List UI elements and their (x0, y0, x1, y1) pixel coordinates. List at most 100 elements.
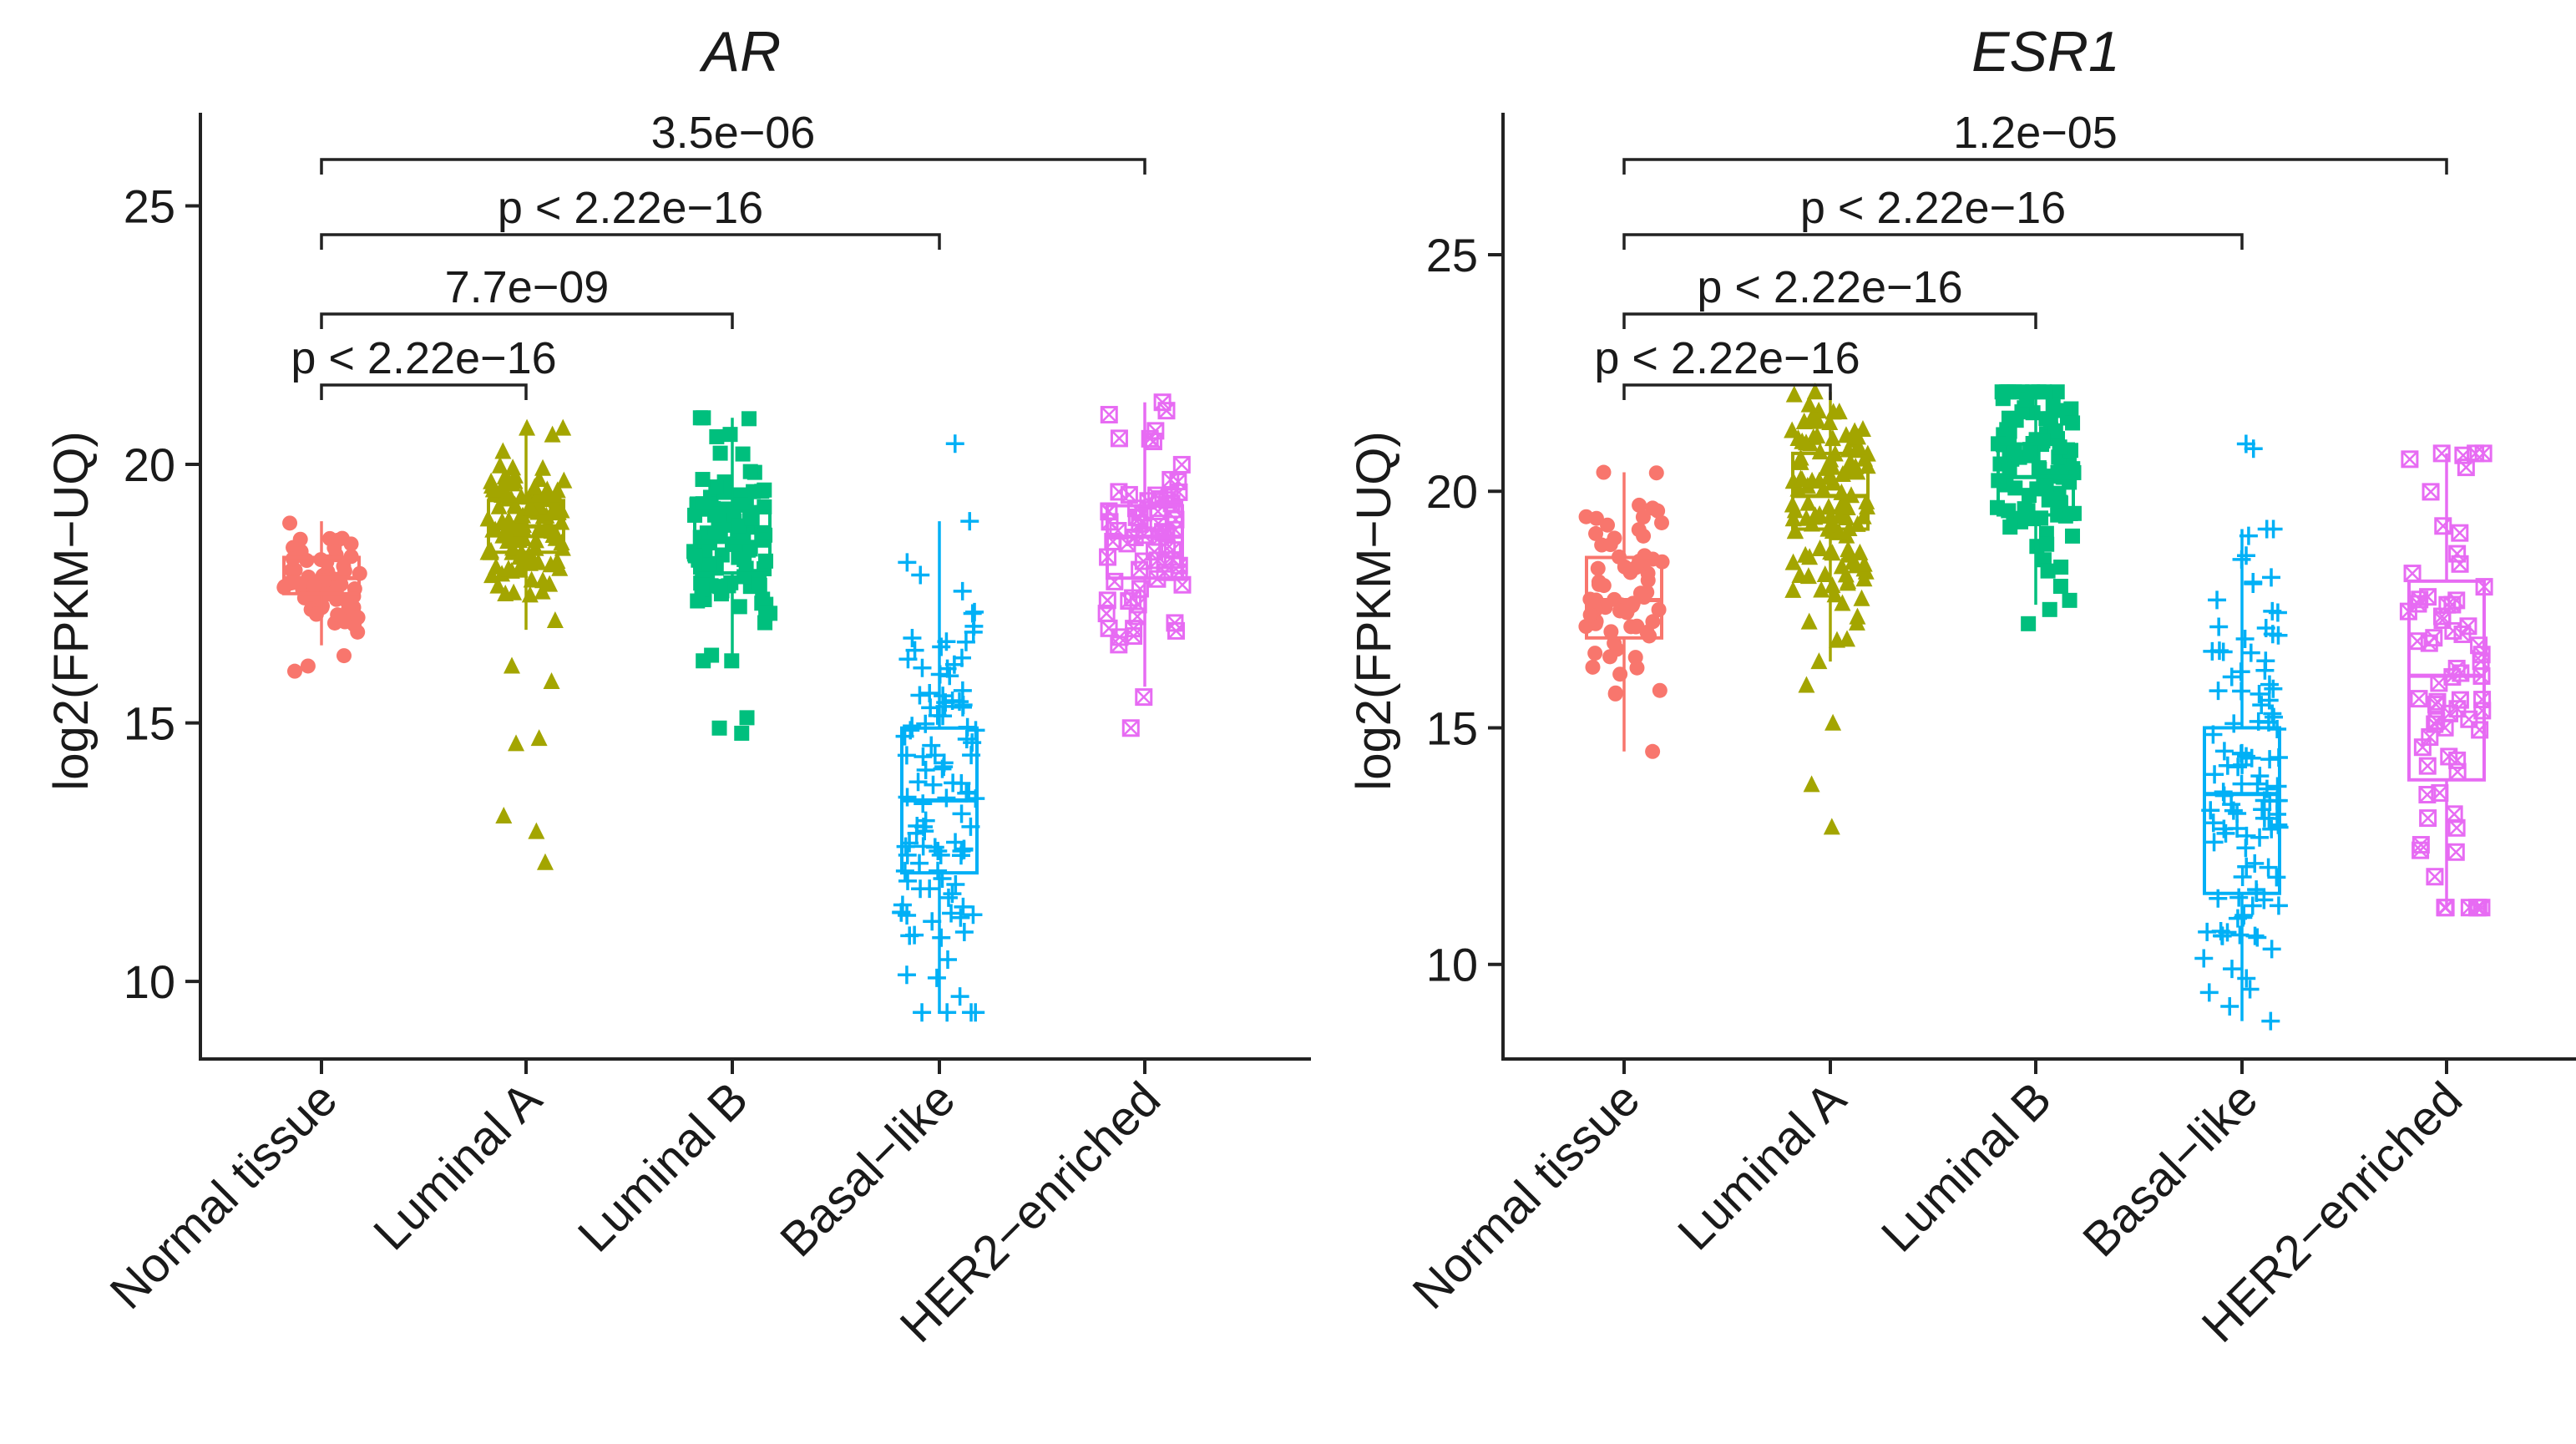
data-point (908, 773, 928, 792)
bracket-line (1622, 312, 2037, 329)
data-point-frame (2434, 517, 2452, 535)
data-point (932, 637, 951, 656)
esr1-axes (1501, 113, 2576, 1061)
data-point (494, 442, 512, 459)
data-point (542, 555, 559, 573)
data-point (2235, 629, 2255, 648)
data-point (913, 747, 933, 766)
data-point (494, 477, 512, 494)
data-point-frame (2418, 757, 2437, 775)
data-point-cross (1111, 430, 1128, 447)
data-point (2260, 750, 2280, 769)
data-point (491, 456, 509, 474)
data-point (2208, 590, 2227, 610)
outlier-point-frame (1135, 688, 1153, 707)
data-point (1156, 555, 1174, 573)
data-point (964, 905, 983, 925)
ar-series-her2-enriched (1097, 393, 1192, 737)
data-point (913, 794, 933, 813)
data-point-cross (2451, 524, 2468, 542)
data-point (527, 531, 544, 549)
data-point (910, 854, 929, 873)
data-point-frame (1141, 429, 1159, 448)
data-point (944, 655, 964, 674)
data-point (1837, 565, 1855, 583)
data-point (2248, 928, 2267, 947)
data-point (1784, 553, 1802, 570)
data-point (2434, 517, 2452, 535)
outlier-point (1823, 818, 1840, 835)
data-point (752, 577, 767, 593)
data-point (1585, 659, 1601, 675)
data-point-frame (2460, 899, 2478, 917)
outlier-point (536, 853, 554, 870)
data-point (2269, 896, 2288, 915)
data-point-cross (2452, 665, 2469, 681)
data-point (733, 497, 749, 513)
data-point (2040, 563, 2056, 579)
data-point (534, 459, 552, 476)
data-point (2236, 839, 2255, 858)
data-point (1603, 624, 1619, 640)
box (2407, 579, 2486, 782)
data-point (2047, 423, 2063, 438)
data-point (1806, 383, 1824, 400)
data-point (915, 822, 934, 841)
data-point (2209, 681, 2228, 701)
data-point (929, 842, 948, 861)
data-point (2425, 629, 2443, 647)
data-point (1166, 614, 1184, 632)
data-point (2473, 702, 2492, 720)
data-point-frame (1106, 572, 1124, 590)
outlier-point (1798, 676, 1815, 693)
data-point (954, 840, 974, 859)
data-point (1100, 619, 1118, 637)
data-point (2419, 809, 2437, 828)
data-point (924, 775, 943, 794)
data-point-cross (2427, 868, 2443, 885)
data-point (932, 928, 951, 947)
data-point-frame (2413, 738, 2432, 757)
data-point (1854, 420, 1871, 438)
data-point (2222, 960, 2241, 979)
data-point (554, 418, 572, 436)
bracket-line (320, 312, 734, 329)
data-point (920, 879, 939, 899)
data-point (2447, 818, 2466, 837)
data-point (2472, 646, 2491, 664)
data-point-frame (2444, 621, 2462, 640)
data-point (2214, 742, 2234, 761)
data-point-frame (2447, 818, 2466, 837)
outlier-point (300, 658, 316, 674)
data-point (350, 610, 366, 626)
bracket-line (320, 233, 941, 250)
data-point (938, 1003, 957, 1022)
data-point (954, 897, 973, 916)
data-point (1590, 560, 1606, 576)
data-point (1833, 557, 1850, 575)
outlier-point (734, 725, 750, 741)
data-point (1800, 395, 1818, 413)
data-point (939, 888, 958, 907)
data-point (712, 579, 728, 595)
data-point (2242, 748, 2261, 768)
data-point-cross (2473, 646, 2491, 663)
data-point (1635, 509, 1651, 525)
data-point-cross (2473, 702, 2491, 719)
data-point (2444, 621, 2462, 640)
esr1-title: ESR1 (1971, 20, 2120, 84)
data-point-cross (2460, 617, 2477, 635)
data-point-cross (2433, 608, 2451, 625)
data-point (2224, 714, 2244, 733)
data-point (1797, 433, 1814, 451)
data-point-cross (2475, 444, 2492, 462)
ar-x-tick-label-normal-tissue: Normal tissue (100, 1072, 348, 1320)
data-point (2262, 940, 2281, 959)
data-point (952, 804, 971, 823)
data-point (499, 532, 517, 550)
data-point (2234, 905, 2254, 925)
data-point (2248, 774, 2267, 793)
data-point (2245, 854, 2265, 873)
data-point-cross (1101, 406, 1118, 423)
